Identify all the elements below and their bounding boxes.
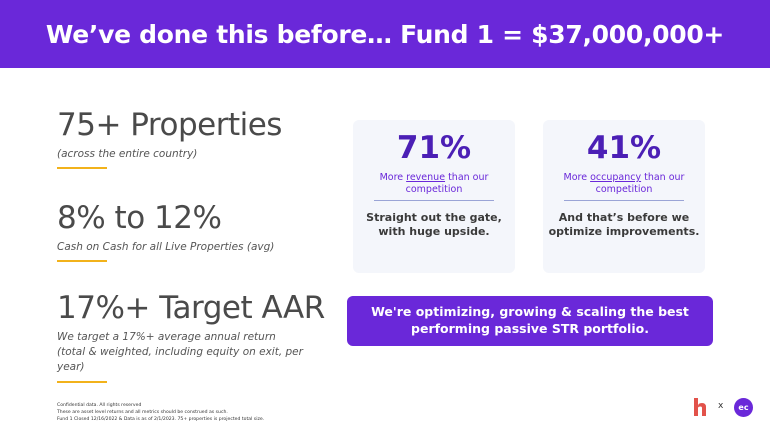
card-label-post: than our competition xyxy=(405,172,489,195)
card-note: Straight out the gate, with huge upside. xyxy=(366,210,502,239)
card-label-post: than our competition xyxy=(595,172,685,195)
card-divider xyxy=(564,199,684,201)
stat-target-aar: 17%+ Target AAR We target a 17%+ average… xyxy=(57,290,325,383)
stat-properties: 75+ Properties (across the entire countr… xyxy=(57,107,282,170)
stat-value: 8% to 12% xyxy=(57,200,222,236)
footer-line: Fund 1 Closed 12/16/2022 & Data is as of… xyxy=(57,416,265,422)
stat-underline xyxy=(57,380,107,383)
callout-banner: We're optimizing, growing & scaling the … xyxy=(347,296,713,346)
card-note: And that’s before we optimize improvemen… xyxy=(548,210,700,239)
logo-separator: x xyxy=(718,401,724,411)
stat-caption: Cash on Cash for all Live Properties (av… xyxy=(57,241,275,253)
stat-underline xyxy=(57,167,107,170)
footer-line: Confidential data. All rights reserved xyxy=(57,403,142,408)
title-banner: We’ve done this before… Fund 1 = $37,000… xyxy=(0,0,770,68)
card-label-link: revenue xyxy=(406,172,446,183)
stat-cash-on-cash: 8% to 12% Cash on Cash for all Live Prop… xyxy=(57,200,275,263)
card-percent: 71% xyxy=(396,130,472,166)
stat-caption: (across the entire country) xyxy=(57,148,198,160)
card-label-link: occupancy xyxy=(590,172,642,183)
stat-underline xyxy=(57,260,107,263)
stat-value: 17%+ Target AAR xyxy=(57,290,325,326)
card-label-pre: More xyxy=(379,172,407,183)
footer-line: These are asset level returns and all me… xyxy=(57,409,228,415)
stat-caption: We target a 17%+ average annual return (… xyxy=(57,331,303,374)
card-divider xyxy=(374,199,494,201)
stat-value: 75+ Properties xyxy=(57,107,282,143)
revenue-card: 71% More revenue than our competition St… xyxy=(353,120,515,273)
card-label-pre: More xyxy=(563,172,591,183)
occupancy-card: 41% More occupancy than our competition … xyxy=(543,120,705,273)
card-percent: 41% xyxy=(586,130,662,166)
ec-logo-icon: ec xyxy=(734,398,753,417)
page-title: We’ve done this before… Fund 1 = $37,000… xyxy=(45,19,725,49)
card-label: More revenue than our competition xyxy=(353,172,515,196)
card-label: More occupancy than our competition xyxy=(543,172,705,196)
callout-text: We're optimizing, growing & scaling the … xyxy=(371,304,689,336)
footer-disclaimer: Confidential data. All rights reserved T… xyxy=(57,403,264,424)
h-logo-icon xyxy=(694,398,706,416)
